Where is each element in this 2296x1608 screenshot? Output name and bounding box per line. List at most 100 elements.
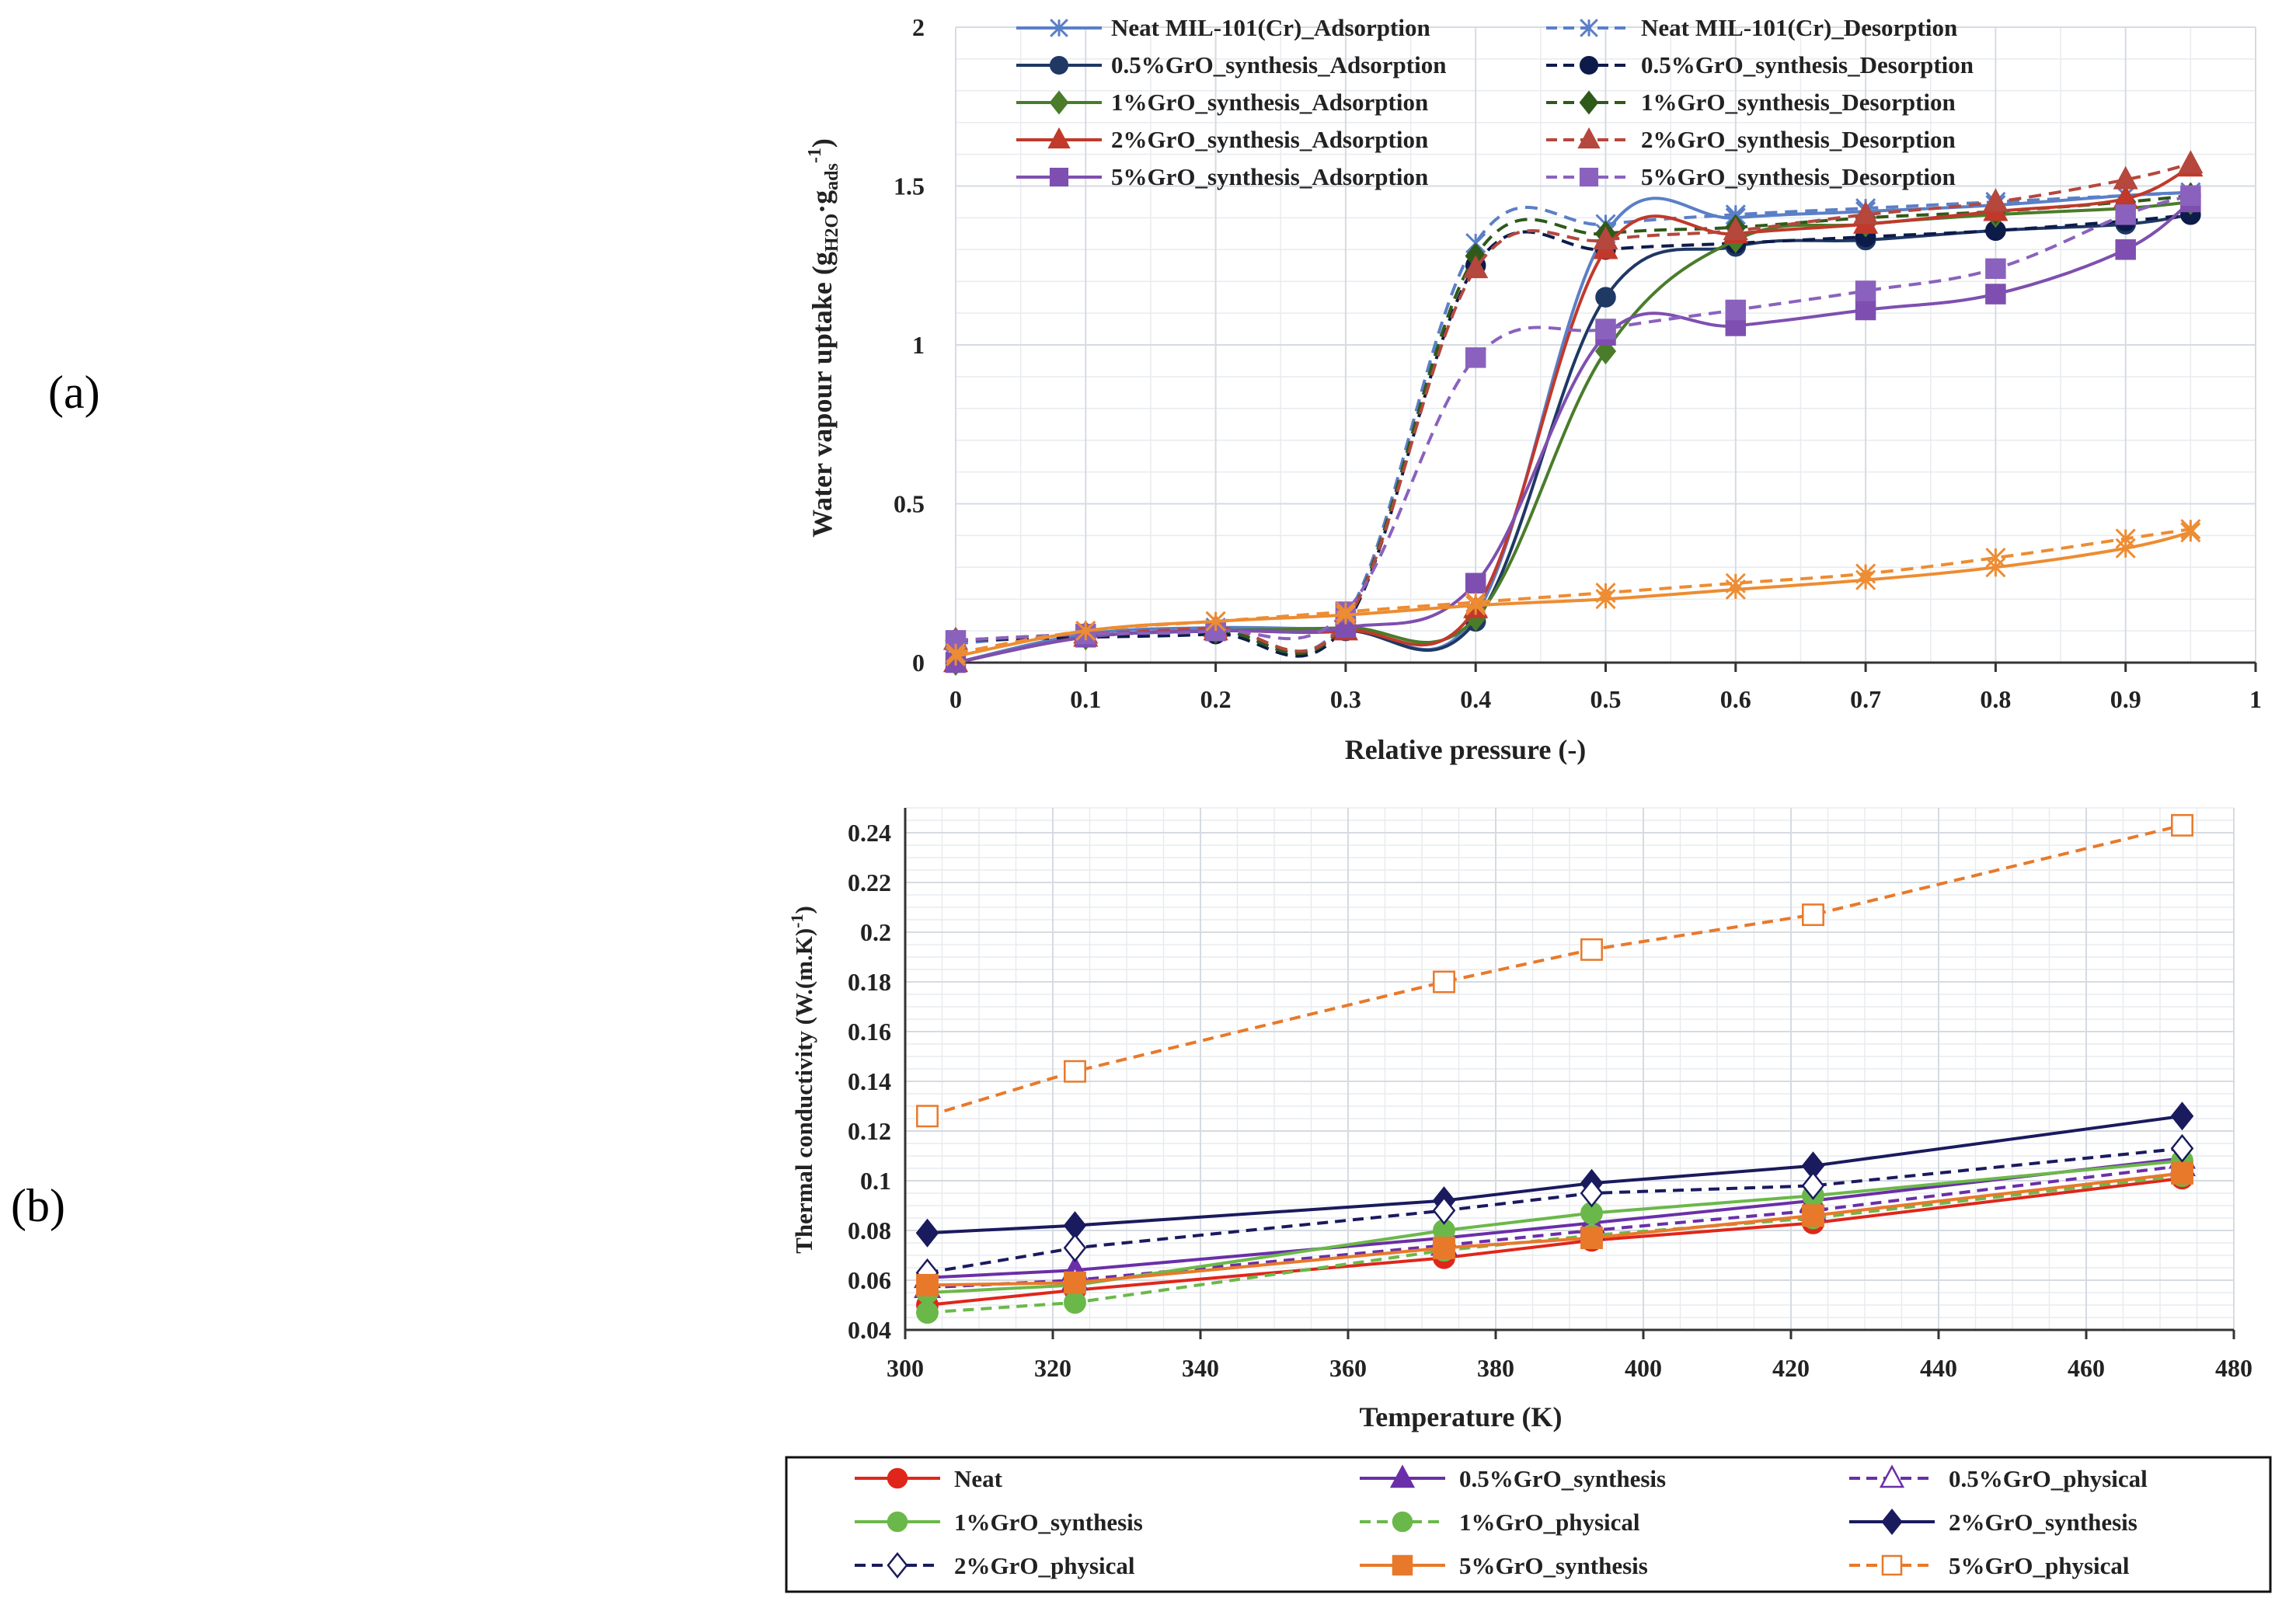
series-line xyxy=(927,1176,2183,1307)
legend-label: 5%GrO_physical xyxy=(1949,1552,2130,1579)
data-point xyxy=(1063,1233,1087,1262)
data-point xyxy=(1432,1196,1456,1225)
series-2-gro-synthesis xyxy=(915,1102,2194,1248)
data-point xyxy=(2180,185,2201,207)
data-point xyxy=(1064,1291,1086,1314)
data-point xyxy=(916,1105,939,1128)
x-tick-label: 0.6 xyxy=(1720,685,1751,713)
legend-item-1-gro-synthesis: 1%GrO_synthesis xyxy=(855,1509,1143,1536)
data-point xyxy=(1580,1178,1604,1208)
legend-item-1-gro-physical: 1%GrO_physical xyxy=(1360,1509,1640,1536)
panel-label-a: (a) xyxy=(48,367,100,418)
legend-label: 5%GrO_synthesis_Desorption xyxy=(1641,163,1956,190)
data-point xyxy=(1983,188,2009,212)
series-5-gro-physical xyxy=(916,813,2193,1128)
y-tick-label: 1 xyxy=(912,331,925,359)
legend-label: Neat MIL-101(Cr)_Adsorption xyxy=(1111,14,1430,41)
x-tick-label: 480 xyxy=(2215,1354,2252,1382)
data-point xyxy=(2178,150,2204,174)
legend-item-2-gro-synthesis: 2%GrO_synthesis xyxy=(1849,1508,2137,1536)
legend-marker xyxy=(887,1511,908,1533)
x-tick-label: 360 xyxy=(1329,1354,1367,1382)
legend-item-1-gro-synthesis-adsorption: 1%GrO_synthesis_Adsorption xyxy=(1016,89,1428,116)
legend-marker xyxy=(1881,1508,1903,1536)
x-tick-label: 0.1 xyxy=(1070,685,1101,713)
legend-label: 5%GrO_synthesis xyxy=(1459,1552,1648,1579)
y-tick-label: 0.24 xyxy=(848,819,891,847)
legend-marker xyxy=(887,1467,908,1489)
x-tick-label: 440 xyxy=(1920,1354,1957,1382)
data-point xyxy=(2115,204,2136,225)
legend-label: 0.5%GrO_synthesis_Adsorption xyxy=(1111,51,1446,78)
chart-b-legend: Neat 0.5%GrO_synthesis 0.5%GrO_physical 1%G… xyxy=(855,1464,2148,1579)
x-tick-label: 380 xyxy=(1477,1354,1514,1382)
data-point xyxy=(1463,255,1489,279)
chart-a-legend: Neat MIL-101(Cr)_Adsorption Neat MIL-101(… xyxy=(1016,14,1974,190)
y-tick-label: 0.16 xyxy=(848,1018,891,1046)
legend-marker xyxy=(1580,19,1598,37)
data-point xyxy=(1433,1236,1455,1259)
series-0-5-gro-synthesis-desorption xyxy=(945,204,2201,658)
data-point xyxy=(1723,217,1748,241)
data-point xyxy=(1855,299,1876,321)
chart-b-legend-frame xyxy=(785,1456,2272,1593)
legend-item-2-gro-synthesis-desorption: 2%GrO_synthesis_Desorption xyxy=(1546,126,1956,153)
series-5-gro-synthesis xyxy=(916,1161,2193,1296)
legend-item-neat-mil-101-cr-adsorption: Neat MIL-101(Cr)_Adsorption xyxy=(1016,14,1430,41)
legend-label: 0.5%GrO_physical xyxy=(1949,1465,2148,1492)
data-point xyxy=(1335,601,1356,622)
data-point xyxy=(1853,200,1879,224)
legend-label: Neat xyxy=(954,1465,1003,1492)
legend-item-0-5-gro-synthesis: 0.5%GrO_synthesis xyxy=(1360,1464,1666,1492)
series-line xyxy=(927,1157,2183,1279)
data-point xyxy=(1593,226,1618,250)
legend-item-neat-mil-101-cr-desorption: Neat MIL-101(Cr)_Desorption xyxy=(1546,14,1957,41)
chart-b-axes xyxy=(904,808,2235,1339)
legend-item-neat: Neat xyxy=(855,1465,1003,1492)
chart-b-ticks: 300 320 340 360 380 400 420 440 460 480 0.04 0.06 0.… xyxy=(848,819,2252,1382)
data-point xyxy=(2115,239,2136,260)
legend-marker xyxy=(1392,1511,1413,1533)
x-tick-label: 0.7 xyxy=(1850,685,1881,713)
y-tick-label: 0.12 xyxy=(848,1117,891,1145)
y-tick-label: 0.2 xyxy=(860,918,891,946)
y-tick-label: 0.1 xyxy=(860,1167,891,1195)
data-point xyxy=(1595,582,1616,604)
series-neat-mil-101-cr-desorption xyxy=(945,182,2201,654)
data-point xyxy=(2180,519,2201,540)
legend-item-5-gro-physical: 5%GrO_physical xyxy=(1849,1552,2130,1579)
series-line xyxy=(926,823,2183,1118)
chart-a-x-axis-title: Relative pressure (-) xyxy=(1345,734,1587,765)
data-point xyxy=(1855,280,1876,301)
legend-label: 0.5%GrO_synthesis xyxy=(1459,1465,1666,1492)
x-tick-label: 0.5 xyxy=(1590,685,1622,713)
legend-item-5-gro-synthesis-desorption: 5%GrO_synthesis_Desorption xyxy=(1546,163,1956,190)
chart-b: 300 320 340 360 380 400 420 440 460 480 0.04 0.06 0.… xyxy=(785,807,2272,1593)
data-point xyxy=(1595,318,1616,339)
legend-label: 5%GrO_synthesis_Adsorption xyxy=(1111,163,1428,190)
data-point xyxy=(916,1301,939,1324)
legend-marker xyxy=(1879,1464,1905,1488)
legend-label: 1%GrO_physical xyxy=(1459,1509,1640,1536)
legend-marker xyxy=(1881,1554,1903,1576)
x-tick-label: 300 xyxy=(887,1354,924,1382)
legend-marker xyxy=(887,1551,908,1579)
data-point xyxy=(915,1218,939,1248)
legend-marker xyxy=(1047,127,1071,149)
data-point xyxy=(916,1273,939,1296)
y-tick-label: 0.04 xyxy=(848,1316,891,1344)
data-point xyxy=(1725,299,1747,321)
legend-label: 2%GrO_synthesis_Desorption xyxy=(1641,126,1956,153)
series-orange-reference-solid xyxy=(945,522,2201,667)
data-point xyxy=(2170,1133,2194,1163)
series-1-gro-synthesis-desorption xyxy=(945,182,2201,656)
chart-a-y-axis-title: Water vapour uptake (gH2O·gads-1) xyxy=(805,138,842,538)
legend-label: 2%GrO_synthesis xyxy=(1949,1509,2137,1536)
chart-a-ticks: 0 0.1 0.2 0.3 0.4 0.5 0.6 0.7 0.8 0.9 1 0 0.5 1 1.5 2 xyxy=(894,13,2262,713)
x-tick-label: 0 xyxy=(949,685,962,713)
data-point xyxy=(1465,347,1486,368)
legend-marker xyxy=(1389,1464,1416,1488)
data-point xyxy=(1801,1171,1825,1200)
data-point xyxy=(2171,813,2193,837)
